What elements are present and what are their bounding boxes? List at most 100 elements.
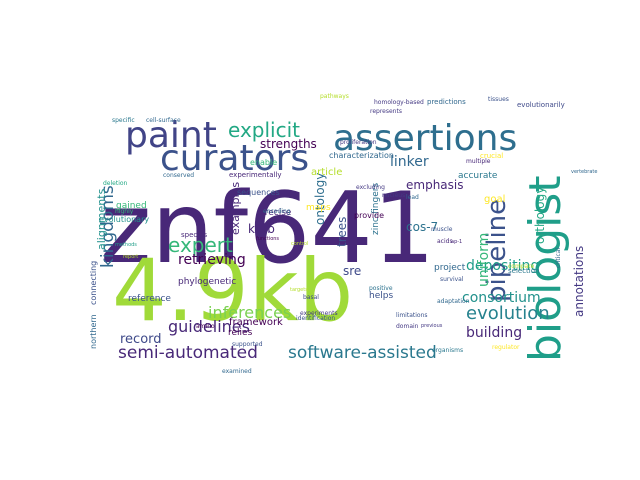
word-sequences: sequences (237, 188, 280, 197)
word-homology-based: homology-based (374, 99, 424, 106)
word-article: article (311, 167, 342, 178)
word-precise: precise (259, 208, 292, 218)
word-ap-1: ap-1 (451, 239, 462, 245)
word-limitations: limitations (396, 312, 428, 319)
word-critical: critical (555, 248, 562, 268)
word-provide: provide (354, 211, 384, 220)
word-strengths: strengths (260, 137, 317, 151)
word-sre: sre (343, 264, 361, 278)
word-relies: relies (228, 328, 253, 338)
word-tissues: tissues (488, 96, 509, 103)
word-compare: compare (508, 263, 535, 270)
word-framework: framework (229, 317, 283, 328)
word-positive: positive (369, 285, 393, 292)
word-4-9kb: 4.9kb (112, 241, 353, 341)
word-reference: reference (128, 294, 171, 304)
word-cell-surface: cell-surface (146, 117, 181, 124)
word-guidelines: guidelines (168, 317, 250, 336)
word-ontology: ontology (313, 173, 327, 225)
word-zinc-fingers: zinc-fingers (371, 183, 381, 235)
word-report: report (123, 254, 138, 260)
word-encoding: encoding (263, 208, 291, 215)
word-control: control (291, 241, 308, 247)
word-explicit: explicit (228, 118, 300, 142)
word-krab: krab (248, 222, 275, 236)
word-depositing: depositing (466, 258, 539, 274)
word-proliferation: proliferation (340, 139, 377, 146)
word-amino: amino (196, 323, 215, 330)
word-evolutionarily: evolutionarily (517, 101, 565, 109)
word-project: project (434, 263, 466, 273)
word-orthology: orthology (533, 187, 547, 244)
word-adaptation: adaptation (437, 298, 470, 305)
word-assertions: assertions (333, 118, 517, 159)
word-linker: linker (390, 154, 429, 170)
word-lead: lead (406, 194, 419, 201)
word-maps: maps (306, 203, 331, 213)
word-regulator: regulator (492, 344, 520, 351)
word-conserved: conserved (163, 172, 194, 179)
word-gained: gained (116, 201, 147, 211)
word-identification: identification (296, 315, 335, 322)
word-consortium: consortium (462, 290, 541, 306)
word-multiple: multiple (466, 158, 491, 165)
word-methods: methods (115, 242, 137, 248)
word-software-assisted: software-assisted (288, 343, 437, 363)
word-basal: basal (303, 294, 319, 301)
word-characterization: characterization (329, 151, 394, 160)
word-vertebrate: vertebrate (571, 169, 597, 175)
word-curators: curators (160, 138, 309, 179)
word-functions: functions (256, 236, 279, 242)
word-species: species (181, 231, 207, 239)
word-helps: helps (369, 291, 393, 301)
word-evolutionary: evolutionary (99, 215, 149, 224)
word-cos-7: cos-7 (406, 220, 438, 234)
word-experimentally: experimentally (229, 171, 282, 179)
word-represents: represents (370, 108, 402, 115)
word-record: record (120, 332, 162, 347)
word-deletion: deletion (103, 180, 128, 187)
word-acids: acids (437, 238, 453, 245)
word-connecting: connecting (89, 261, 98, 305)
word-examined: examined (222, 368, 252, 375)
word-expert: expert (168, 233, 233, 257)
word-northern: northern (89, 314, 98, 349)
word-targets: targets (290, 287, 308, 293)
word-muscle: muscle (431, 226, 453, 233)
word-paint: paint (125, 115, 217, 156)
word-inferences: inferences (208, 303, 291, 322)
word-selection: selection (508, 267, 539, 275)
word-trees: trees (335, 217, 349, 247)
word-retrieving: retrieving (178, 252, 246, 268)
word-survival: survival (440, 276, 464, 283)
word-supported: supported (232, 341, 263, 348)
word-predictions: predictions (427, 98, 466, 106)
word-pipeline: pipeline (482, 199, 512, 302)
word-evolution: evolution (466, 303, 550, 324)
word-annotations: annotations (572, 246, 586, 317)
word-semi-automated: semi-automated (118, 343, 258, 363)
word-goal: goal (484, 194, 505, 205)
word-kingdoms: kingdoms (98, 185, 118, 268)
word-phylogenetic: phylogenetic (178, 277, 236, 287)
word-accurate: accurate (458, 171, 498, 181)
word-nucleus: nucleus (382, 192, 405, 199)
word-previous: previous (421, 323, 443, 329)
word-crucial: crucial (480, 152, 503, 160)
word-highly: highly (115, 208, 134, 215)
word-znf641: znf641 (100, 172, 435, 286)
word-emphasis: emphasis (406, 178, 464, 192)
word-uniform: uniform (476, 233, 492, 287)
word-experiments: experiments (300, 310, 338, 317)
word-biologist: biologist (520, 175, 571, 362)
word-examples: examples (229, 182, 242, 235)
word-organisms: organisms (432, 347, 463, 354)
word-excluding: excluding (356, 184, 385, 191)
word-pathways: pathways (320, 93, 349, 100)
word-enable: enable (250, 158, 277, 167)
word-domain: domain (396, 323, 419, 330)
word-specific: specific (112, 117, 135, 124)
word-alignments: alignments (95, 188, 108, 250)
word-building: building (466, 325, 522, 341)
